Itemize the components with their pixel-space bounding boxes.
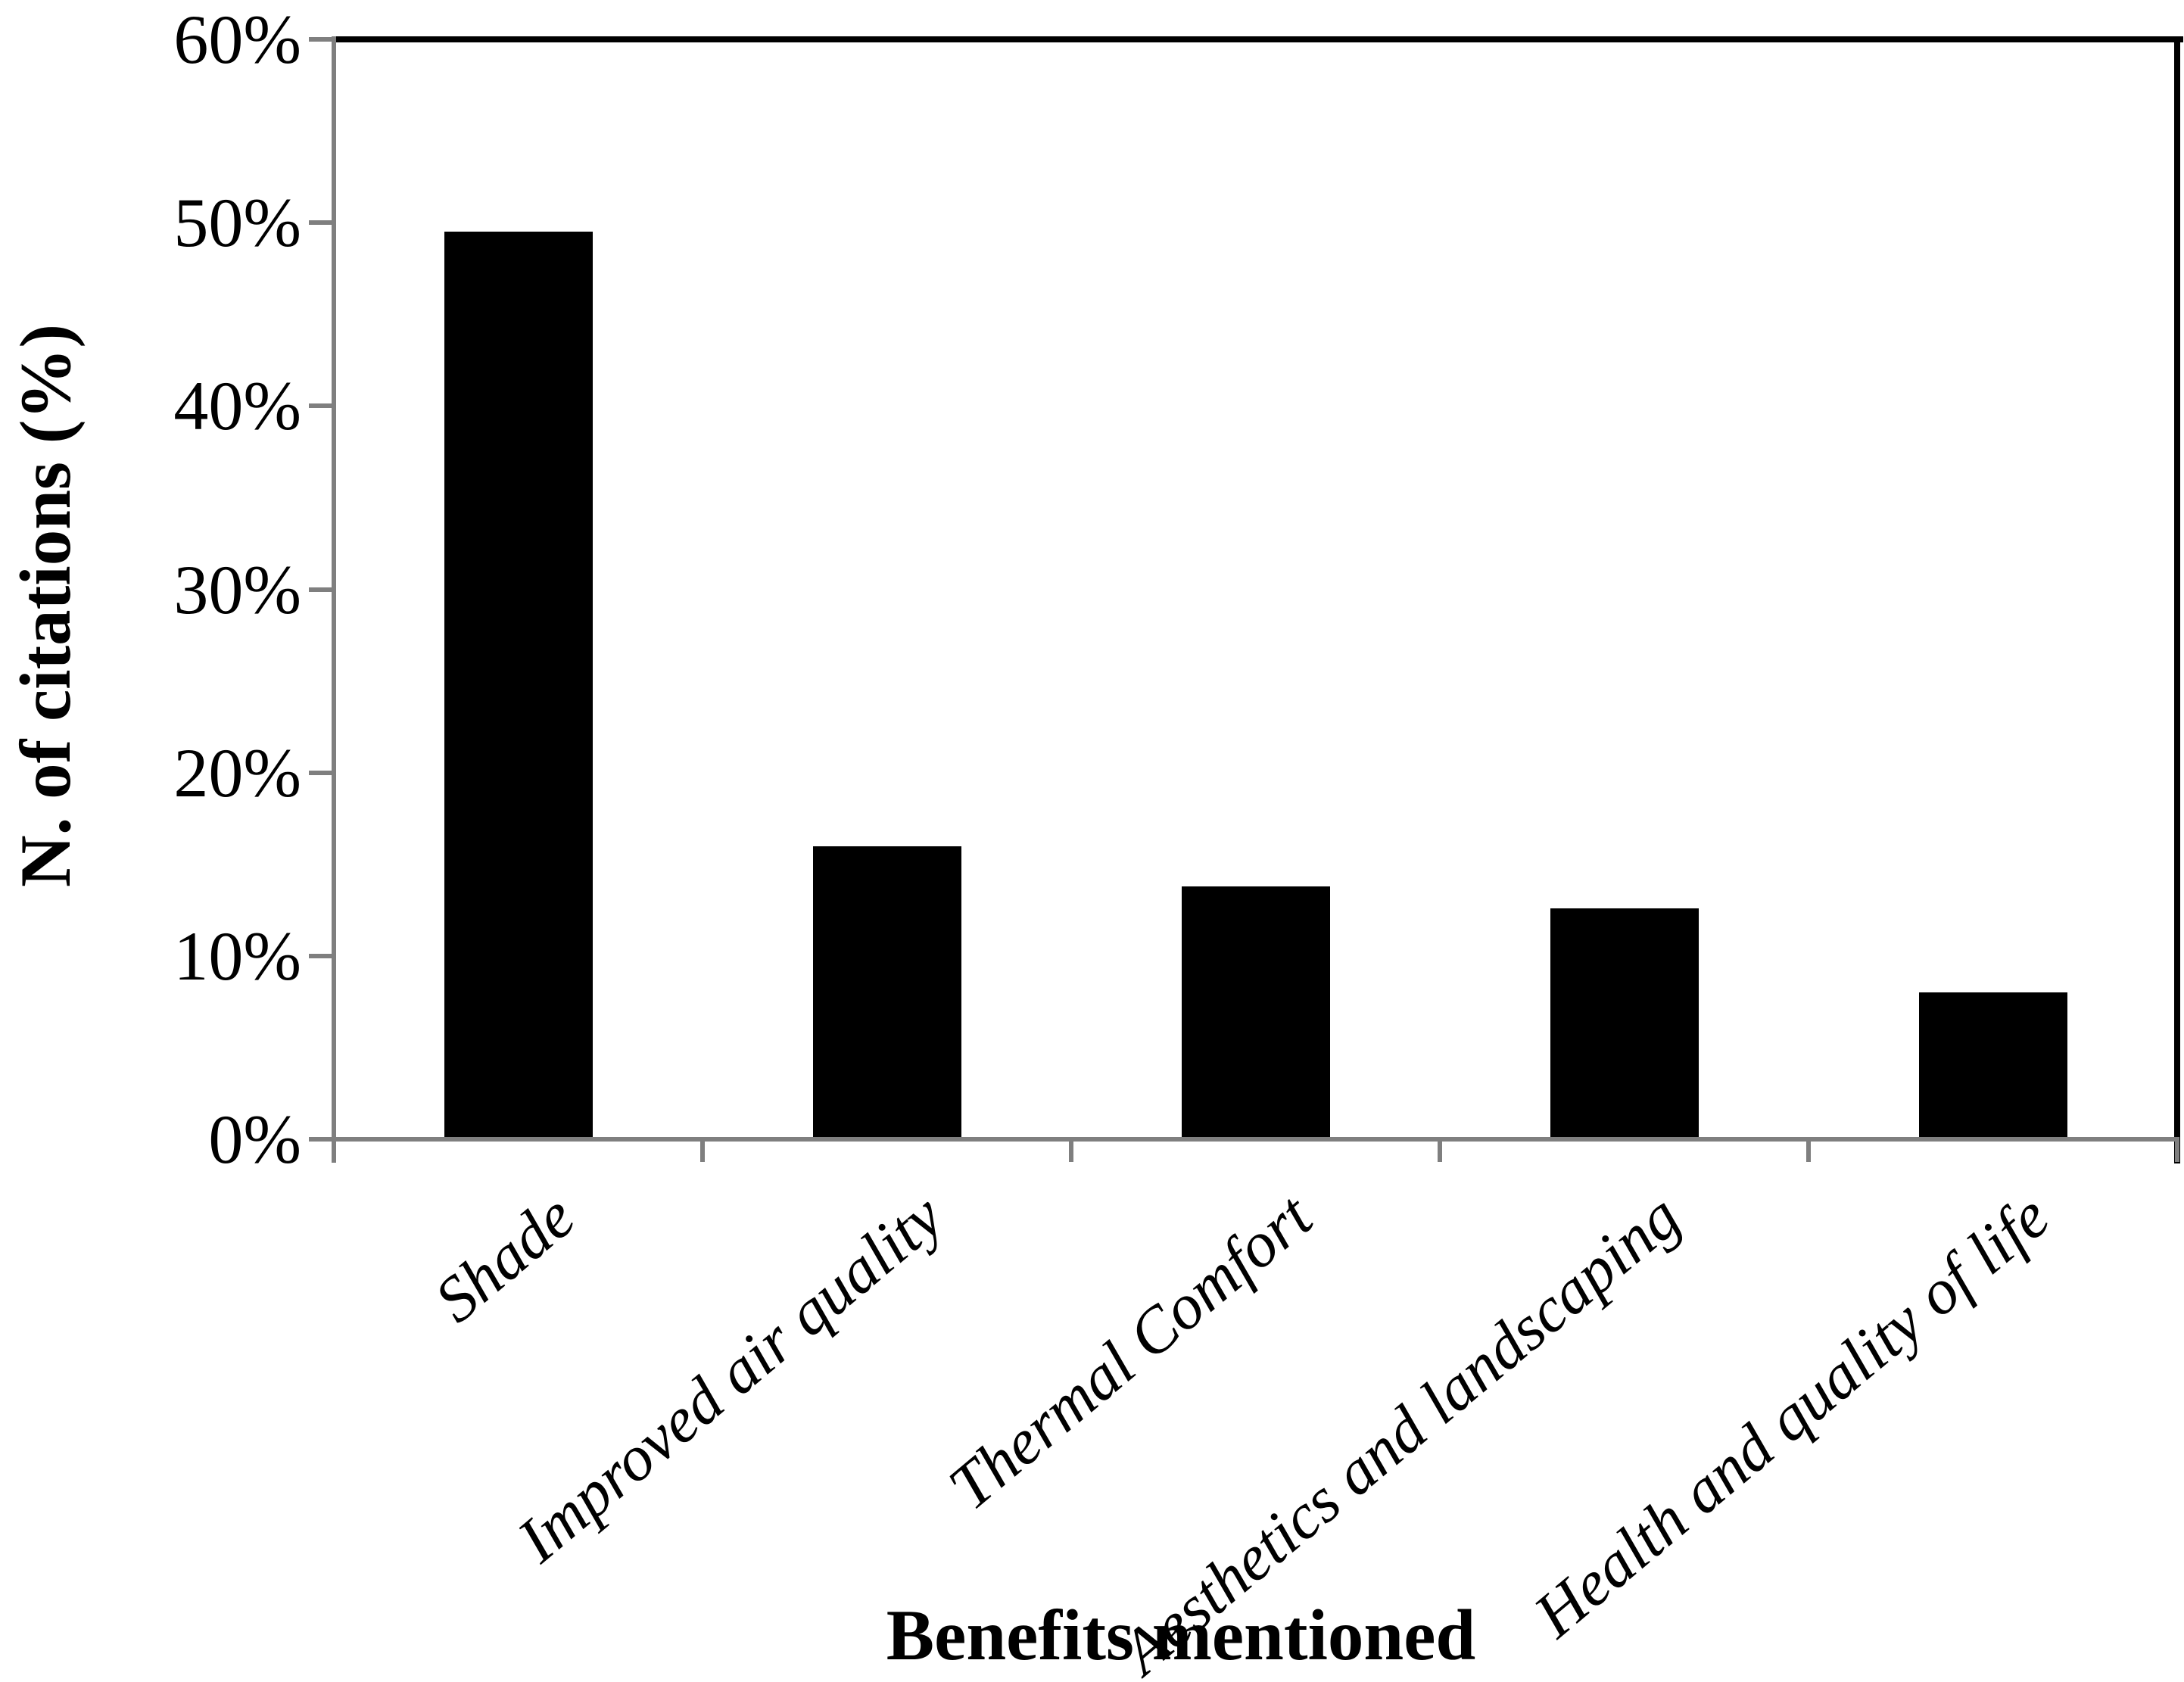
y-tick-mark [309,403,332,409]
bar-aesthetics-and-landscaping [1550,908,1699,1137]
y-tick-mark [309,37,332,42]
x-tick-mark [332,1142,336,1162]
y-tick-mark [309,1137,332,1142]
y-tick-label: 50% [173,184,301,262]
x-tick-mark [1438,1142,1442,1162]
y-axis-line [332,36,336,1163]
y-axis-title: N. of citations (%) [5,323,86,888]
y-tick-mark [309,587,332,592]
x-category-label: Shade [421,1180,588,1337]
bar-health-and-quality-of-life [1918,992,2067,1137]
x-tick-mark [700,1142,705,1162]
plot-right-border [2174,36,2180,1163]
bar-shade [444,232,593,1137]
x-category-label: Thermal Comfort [935,1180,1326,1524]
x-tick-mark [1806,1142,1811,1162]
bar-thermal-comfort [1181,886,1330,1137]
plot-top-border [334,36,2183,42]
x-tick-mark [2175,1142,2179,1162]
y-tick-label: 60% [173,1,301,78]
bar-improved-air-quality [812,846,961,1137]
x-axis-line [332,1137,2179,1142]
y-tick-mark [309,220,332,226]
y-tick-label: 20% [173,734,301,811]
y-tick-mark [309,770,332,775]
y-tick-label: 30% [173,550,301,628]
y-tick-mark [309,953,332,958]
x-tick-mark [1069,1142,1073,1162]
y-tick-label: 40% [173,367,301,445]
x-axis-title: Benefits mentioned [886,1595,1476,1675]
y-tick-label: 10% [173,917,301,995]
y-tick-label: 0% [208,1101,301,1178]
